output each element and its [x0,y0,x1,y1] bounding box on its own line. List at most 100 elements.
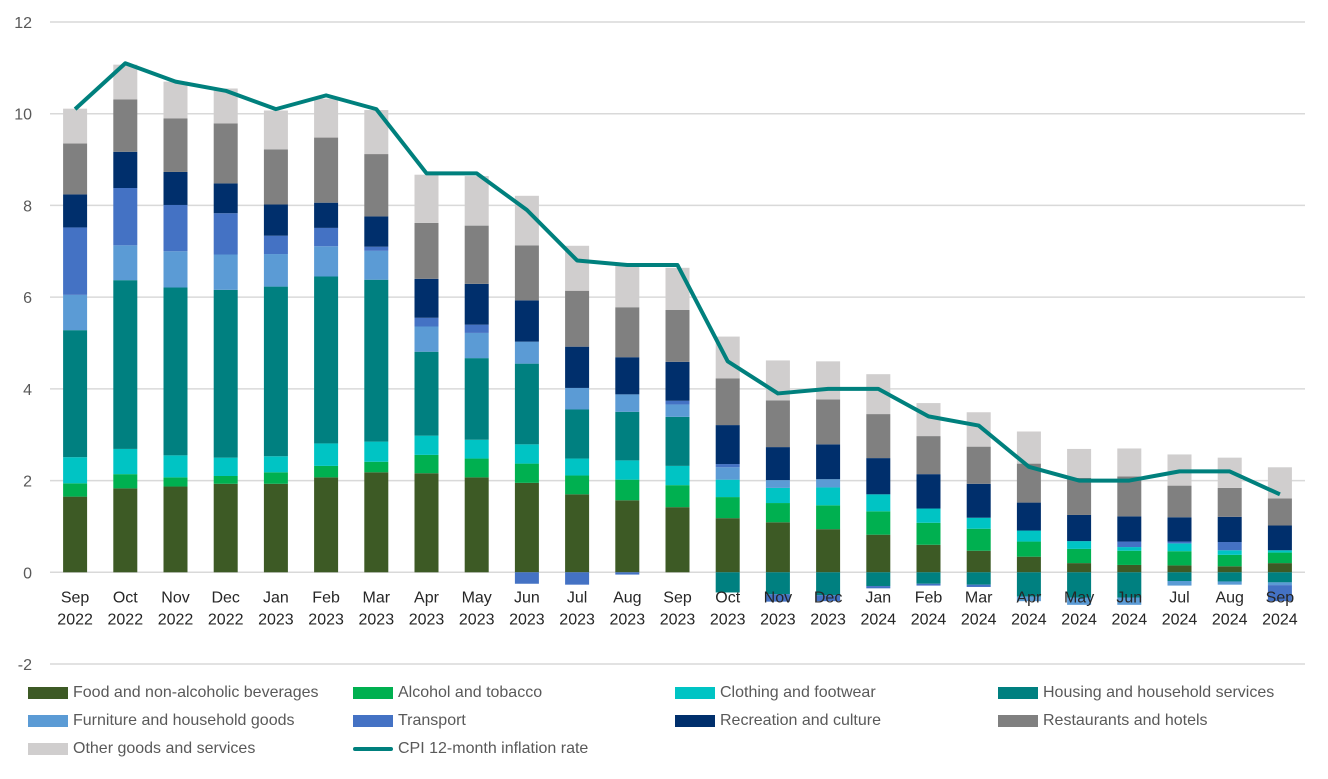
bar-segment-housing-and-household-services [1016,572,1041,597]
chart-plot-area: -2 0 2 4 6 8 10 12 Sep 2022 Oct 2022 Nov 2022 Dec 2022 J… [14,15,1305,674]
legend-label: Restaurants and hotels [1043,712,1208,729]
bar-segment-clothing-and-footwear [213,457,238,476]
bar-segment-food-and-non-alcoholic-beverages [263,483,288,573]
legend-label: Food and non-alcoholic beverages [73,684,319,701]
bar-segment-furniture-and-household-goods [715,467,740,480]
bar-segment-clothing-and-footwear [514,444,539,464]
bar-segment-furniture-and-household-goods [565,387,590,410]
legend-color-swatch [28,687,68,699]
x-tick-label-month: Aug [613,589,641,606]
bar-segment-food-and-non-alcoholic-beverages [615,500,640,573]
bar-segment-housing-and-household-services [113,280,138,449]
bar-segment-food-and-non-alcoholic-beverages [1067,563,1092,573]
legend-label: Alcohol and tobacco [398,684,543,701]
bar-segment-transport [364,246,389,251]
bar-segment-transport [464,324,489,333]
y-tick-label: 6 [23,290,32,307]
bar-segment-furniture-and-household-goods [113,245,138,281]
legend-color-swatch [998,687,1038,699]
y-tick-label: 10 [14,107,32,124]
legend-item: Furniture and household goods [28,712,295,730]
bar-segment-furniture-and-household-goods [816,479,841,488]
bar-segment-transport [916,583,941,586]
bar-segment-alcohol-and-tobacco [1167,551,1192,566]
x-tick-label-year: 2024 [1162,611,1198,628]
bar-segment-food-and-non-alcoholic-beverages [866,534,891,573]
legend-label: Clothing and footwear [720,684,876,701]
bar-segment-food-and-non-alcoholic-beverages [113,488,138,573]
bar-segment-alcohol-and-tobacco [213,475,238,484]
x-tick-label-year: 2024 [861,611,897,628]
bar-segment-transport [1217,542,1242,551]
legend-label: Housing and household services [1043,684,1275,701]
x-tick-label-month: Jan [263,589,289,606]
bar-segment-transport [615,572,640,575]
x-tick-label-month: Feb [312,589,340,606]
x-tick-label-month: Sep [1266,589,1295,606]
bar-segment-furniture-and-household-goods [163,251,188,288]
bar-segment-restaurants-and-hotels [514,245,539,301]
bar-segment-recreation-and-culture [514,300,539,342]
bar-segment-restaurants-and-hotels [364,154,389,217]
y-tick-label: 4 [23,382,32,399]
bar-segment-transport [966,584,991,587]
legend-color-swatch [353,687,393,699]
bar-segment-housing-and-household-services [364,279,389,442]
bar-segment-clothing-and-footwear [414,435,439,455]
bar-segment-clothing-and-footwear [1217,550,1242,555]
bar-segment-alcohol-and-tobacco [514,463,539,483]
x-tick-label-month: Oct [715,589,740,606]
bar-segment-clothing-and-footwear [263,456,288,473]
bar-segment-food-and-non-alcoholic-beverages [213,483,238,573]
bar-segment-clothing-and-footwear [866,494,891,512]
bar-segment-restaurants-and-hotels [314,137,339,203]
y-tick-label: -2 [18,657,32,674]
bar-segment-food-and-non-alcoholic-beverages [816,529,841,573]
bar-segment-furniture-and-household-goods [1167,580,1192,586]
x-tick-label-month: Nov [161,589,189,606]
bar-segment-alcohol-and-tobacco [1217,554,1242,567]
bar-segment-housing-and-household-services [765,572,790,595]
bar-segment-food-and-non-alcoholic-beverages [414,473,439,573]
bar-segment-restaurants-and-hotels [1067,477,1092,515]
bar-segment-food-and-non-alcoholic-beverages [665,507,690,573]
legend-item: CPI 12-month inflation rate [353,740,588,758]
bar-segment-housing-and-household-services [615,411,640,461]
bar-segment-alcohol-and-tobacco [816,505,841,530]
bar-segment-recreation-and-culture [163,171,188,205]
bar-segment-restaurants-and-hotels [1267,498,1292,526]
bar-segment-food-and-non-alcoholic-beverages [364,472,389,573]
bar-segment-transport [765,594,790,602]
x-tick-label-year: 2023 [710,611,746,628]
x-tick-label-month: Oct [113,589,138,606]
bar-segment-housing-and-household-services [816,572,841,596]
bar-segment-clothing-and-footwear [113,448,138,475]
bar-segment-housing-and-household-services [1267,572,1292,583]
bar-segment-food-and-non-alcoholic-beverages [916,544,941,573]
bar-segment-other-goods-and-services [63,108,88,144]
bar-segment-restaurants-and-hotels [816,399,841,445]
legend-item: Alcohol and tobacco [353,684,542,702]
y-tick-label: 2 [23,474,32,491]
bar-segment-clothing-and-footwear [765,487,790,504]
bar-segment-transport [314,227,339,247]
bar-segment-recreation-and-culture [1117,516,1142,542]
x-tick-label-year: 2022 [158,611,194,628]
bar-segment-transport [113,188,138,246]
bar-segment-furniture-and-household-goods [1016,596,1041,602]
bar-segment-furniture-and-household-goods [263,254,288,287]
bar-segment-furniture-and-household-goods [213,254,238,290]
bar-segment-housing-and-household-services [665,416,690,466]
x-tick-label-month: Feb [915,589,943,606]
bar-segment-recreation-and-culture [765,447,790,481]
bar-segment-restaurants-and-hotels [213,123,238,184]
bar-segment-alcohol-and-tobacco [765,503,790,523]
bar-segment-food-and-non-alcoholic-beverages [1117,564,1142,573]
bar-segment-clothing-and-footwear [565,458,590,476]
bar-segment-recreation-and-culture [1016,502,1041,531]
legend-item: Clothing and footwear [675,684,876,702]
bar-segment-recreation-and-culture [464,283,489,325]
bar-segment-clothing-and-footwear [364,441,389,462]
bar-segment-other-goods-and-services [1067,448,1092,478]
bar-segment-other-goods-and-services [816,361,841,400]
